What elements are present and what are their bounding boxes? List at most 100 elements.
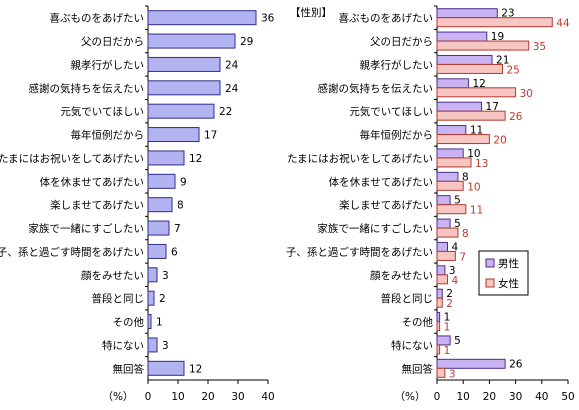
bar: [147, 33, 236, 49]
data-label: 29: [240, 36, 253, 48]
data-label-male: 21: [496, 54, 509, 66]
data-label-male: 10: [467, 148, 480, 160]
bar-female: [436, 250, 456, 261]
bar-male: [436, 241, 448, 252]
data-label-female: 11: [470, 205, 483, 217]
category-label: 特にない: [102, 340, 144, 352]
data-label-female: 25: [507, 64, 520, 76]
bar-female: [436, 321, 441, 332]
bar-female: [436, 134, 490, 145]
category-label: 子、孫と過ごす時間をあげたい: [286, 245, 433, 258]
bar: [147, 173, 176, 189]
category-label: 子、孫と過ごす時間をあげたい: [0, 245, 144, 258]
category-label: 元気でいてほしい: [349, 105, 433, 118]
x-tick-label: 10: [457, 391, 470, 403]
legend-swatch-male: [485, 258, 495, 268]
bar-female: [436, 297, 443, 308]
legend-swatch-female: [485, 278, 495, 288]
bar-female: [436, 63, 503, 74]
x-tick-label: 0: [145, 391, 152, 403]
data-label-female: 3: [449, 368, 456, 380]
category-label: 親孝行がしたい: [360, 58, 434, 71]
bar-male: [436, 171, 459, 182]
chart-title: 【性別】: [290, 6, 332, 19]
category-label: 家族で一緒にすごしたい: [28, 222, 144, 235]
data-label-male: 11: [470, 125, 483, 137]
bar-female: [436, 204, 467, 215]
bar: [147, 360, 185, 376]
bar-male: [436, 78, 469, 89]
category-label: 毎年恒例だから: [71, 129, 145, 142]
x-tick-label: 0: [434, 391, 441, 403]
data-label-female: 2: [446, 298, 453, 310]
bar-female: [436, 180, 464, 191]
x-unit-label: （%）: [395, 391, 426, 403]
category-label: 無回答: [113, 362, 145, 375]
bar-male: [436, 148, 464, 159]
category-label: その他: [113, 316, 145, 329]
x-tick-label: 20: [483, 391, 496, 403]
data-label-female: 30: [520, 88, 533, 100]
x-tick-label: 30: [231, 391, 244, 403]
category-label: たまにはお祝いをしてあげたい: [0, 152, 144, 165]
category-label: 元気でいてほしい: [60, 105, 144, 118]
data-label: 3: [162, 270, 169, 282]
bar-female: [436, 157, 472, 168]
bar: [147, 243, 167, 259]
bar: [147, 150, 185, 166]
bar-male: [436, 54, 493, 65]
category-label: 毎年恒例だから: [360, 129, 434, 142]
data-label: 17: [204, 130, 217, 142]
data-label-female: 1: [444, 345, 451, 357]
bar-male: [436, 265, 446, 276]
data-label-female: 4: [451, 275, 458, 287]
data-label: 7: [174, 223, 181, 235]
bar-male: [436, 288, 443, 299]
bar-female: [436, 274, 448, 285]
data-label-male: 5: [454, 218, 461, 230]
bar: [147, 103, 215, 119]
data-label: 6: [171, 246, 178, 258]
data-label-male: 26: [509, 358, 523, 370]
category-label: 喜ぶものをあげたい: [50, 12, 145, 25]
bar: [147, 290, 155, 306]
bar: [147, 314, 152, 330]
data-label-female: 13: [475, 158, 488, 170]
data-label: 1: [156, 317, 163, 329]
data-label-male: 1: [444, 312, 451, 324]
bar-female: [436, 227, 459, 238]
category-label: 特にない: [391, 340, 433, 352]
bar: [147, 337, 158, 353]
data-label-female: 26: [509, 111, 523, 123]
data-label: 22: [219, 106, 232, 118]
category-label: 感謝の気持ちを伝えたい: [29, 82, 145, 95]
data-label-male: 23: [501, 8, 514, 20]
bar-male: [436, 218, 451, 229]
category-label: 喜ぶものをあげたい: [339, 12, 434, 25]
data-label: 3: [162, 340, 169, 352]
bar-female: [436, 17, 553, 28]
data-label-female: 8: [462, 228, 469, 240]
bar: [147, 267, 158, 283]
x-tick-label: 20: [201, 391, 214, 403]
data-label: 12: [189, 153, 202, 165]
bar-male: [436, 125, 467, 136]
bar: [147, 127, 200, 143]
x-tick-label: 40: [261, 391, 274, 403]
data-label-female: 44: [556, 18, 570, 30]
category-label: 体を休ませてあげたい: [40, 176, 144, 188]
bar: [147, 220, 170, 236]
bar-male: [436, 358, 506, 369]
x-tick-label: 50: [561, 391, 574, 403]
bar-male: [436, 312, 441, 323]
bar: [147, 10, 257, 26]
legend-label-male: 男性: [498, 257, 519, 270]
x-unit-label: （%）: [103, 391, 134, 403]
category-label: 普段と同じ: [92, 292, 145, 305]
bar: [147, 80, 221, 96]
category-label: 親孝行がしたい: [71, 58, 145, 71]
x-tick-label: 40: [535, 391, 548, 403]
